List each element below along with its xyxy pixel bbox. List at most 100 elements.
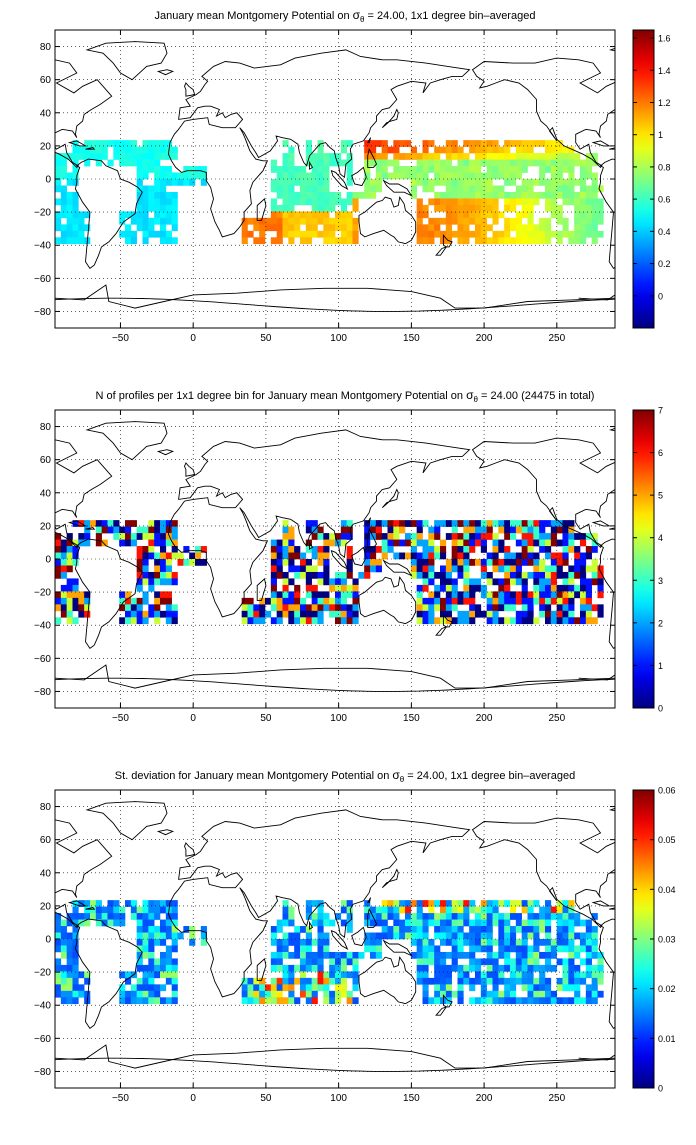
data-cell [370, 945, 377, 953]
data-cell [562, 146, 569, 154]
data-cell [486, 224, 493, 232]
data-cell [375, 951, 382, 959]
data-cell [317, 919, 324, 927]
data-cell [591, 191, 598, 199]
data-cell [171, 191, 178, 199]
data-cell [440, 546, 447, 553]
data-cell [445, 971, 452, 979]
data-cell [323, 191, 330, 199]
data-cell [469, 172, 476, 180]
data-cell [55, 198, 62, 206]
data-cell [422, 913, 429, 920]
data-cell [282, 591, 289, 599]
data-cell [276, 945, 283, 953]
data-cell [510, 204, 517, 212]
data-cell [171, 939, 178, 946]
data-cell [492, 140, 499, 147]
coastline-antarctic-shelf [55, 297, 615, 312]
data-cell [422, 571, 429, 579]
data-cell [580, 166, 587, 173]
data-cell [340, 597, 347, 605]
data-cell [451, 172, 458, 180]
data-cell [434, 146, 441, 154]
data-cell [335, 984, 342, 992]
data-cell [469, 520, 476, 527]
data-cell [521, 932, 528, 940]
data-cell [475, 211, 482, 219]
data-cell [399, 166, 406, 173]
data-cell [72, 997, 79, 1005]
y-tick-label: 20 [40, 521, 52, 532]
data-cell [597, 990, 604, 998]
data-cell [550, 997, 557, 1005]
data-cell [165, 958, 172, 966]
data-cell [72, 159, 79, 167]
data-cell [60, 204, 67, 212]
data-cell [440, 926, 447, 933]
data-cell [125, 971, 132, 979]
data-cell [416, 913, 423, 920]
data-cell [591, 571, 598, 579]
data-cell [317, 159, 324, 167]
data-cell [323, 971, 330, 979]
data-cell [504, 237, 511, 245]
data-cell [475, 610, 482, 618]
data-cell [451, 906, 458, 914]
data-cell [370, 919, 377, 927]
data-cell [270, 578, 277, 586]
data-cell [282, 971, 289, 979]
data-cell [521, 906, 528, 914]
data-cell [323, 204, 330, 212]
data-cell [469, 900, 476, 907]
data-cell [317, 610, 324, 618]
data-cell [387, 520, 394, 527]
data-cell [305, 217, 312, 225]
data-cell [305, 224, 312, 232]
data-cell [72, 140, 79, 147]
coastline-borneo [351, 926, 367, 947]
data-cell [580, 919, 587, 927]
data-cell [545, 958, 552, 966]
data-cell [527, 191, 534, 199]
data-cell [480, 172, 487, 180]
data-cell [270, 990, 277, 998]
data-cell [329, 958, 336, 966]
data-cell [475, 520, 482, 527]
data-cell [335, 198, 342, 206]
data-cell [375, 945, 382, 953]
data-cell [475, 604, 482, 612]
data-cell [72, 539, 79, 547]
data-cell [335, 958, 342, 966]
data-cell [288, 951, 295, 959]
data-cell [527, 610, 534, 618]
data-cell [533, 977, 540, 985]
data-cell [580, 185, 587, 193]
data-cell [375, 520, 382, 527]
data-cell [428, 224, 435, 232]
data-cell [136, 984, 143, 992]
data-cell [451, 964, 458, 972]
data-cell [317, 166, 324, 173]
data-cell [451, 932, 458, 940]
data-cell [428, 617, 435, 625]
data-cell [346, 211, 353, 219]
data-cell [288, 604, 295, 612]
data-cell [562, 546, 569, 553]
data-cell [311, 166, 318, 173]
data-cell [440, 146, 447, 154]
data-cell [428, 185, 435, 193]
data-cell [282, 179, 289, 186]
data-cell [568, 526, 575, 534]
data-cell [591, 211, 598, 219]
coastline-japan [381, 868, 399, 889]
data-cell [195, 552, 202, 560]
data-cell [422, 604, 429, 612]
data-cell [562, 984, 569, 992]
data-cell [492, 217, 499, 225]
data-cell [545, 604, 552, 612]
data-cell [346, 617, 353, 625]
x-tick-label: 0 [190, 713, 196, 724]
data-cell [136, 610, 143, 618]
coastline-madagascar [256, 958, 267, 981]
data-cell [428, 951, 435, 959]
